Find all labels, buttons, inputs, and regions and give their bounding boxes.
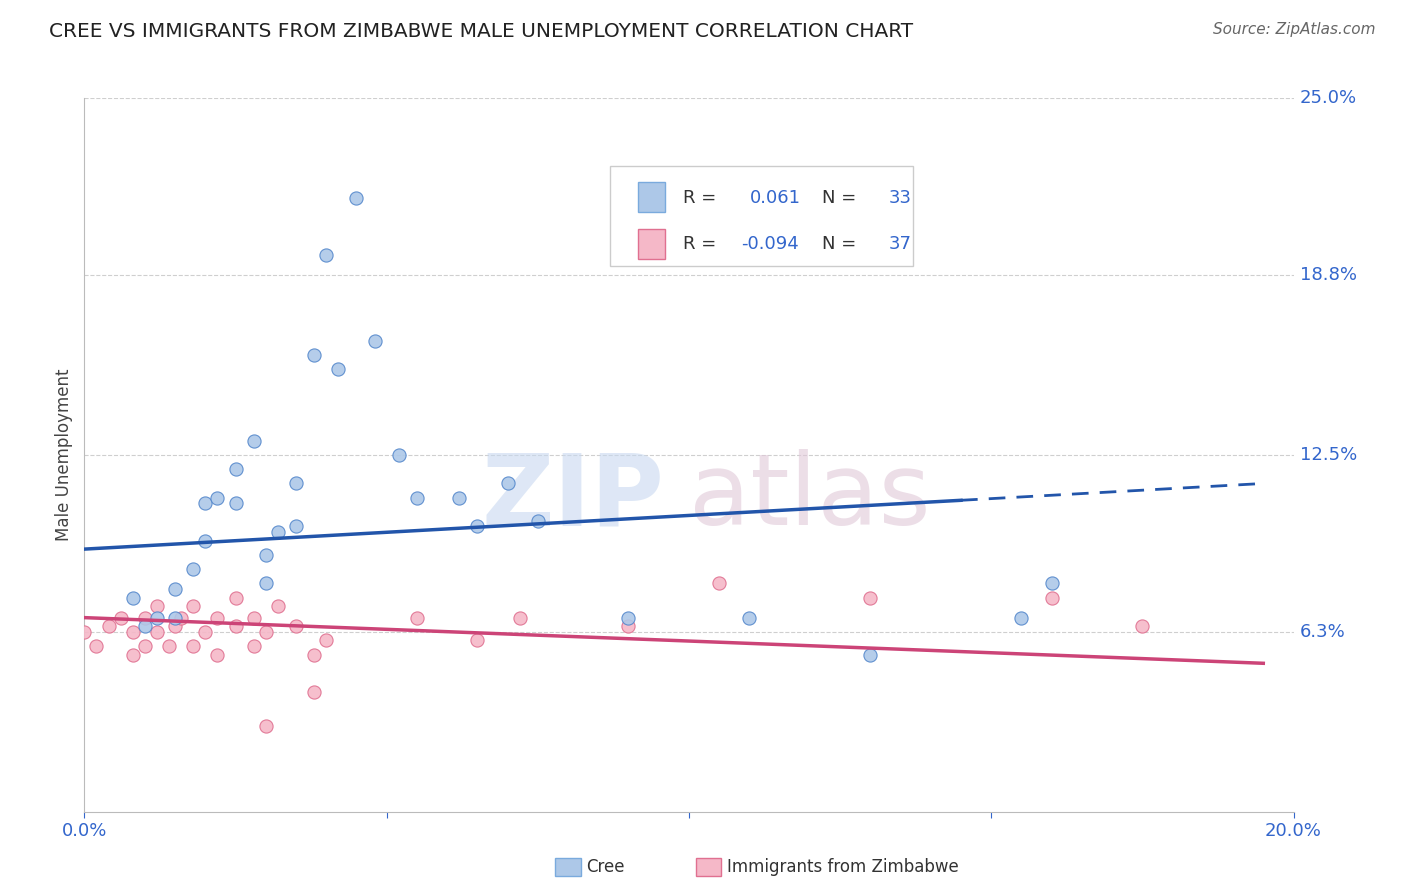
Text: 12.5%: 12.5%: [1299, 446, 1357, 464]
Point: [859, 648, 882, 662]
Point: [157, 639, 180, 653]
Point: [302, 648, 325, 662]
Point: [146, 610, 169, 624]
Point: [496, 476, 519, 491]
Point: [315, 633, 337, 648]
Text: Immigrants from Zimbabwe: Immigrants from Zimbabwe: [727, 858, 959, 876]
Point: [1011, 610, 1033, 624]
Point: [207, 491, 229, 505]
Point: [181, 562, 204, 576]
Text: 33: 33: [889, 189, 911, 207]
Point: [225, 462, 247, 476]
Point: [285, 519, 308, 533]
Point: [315, 248, 337, 262]
Point: [346, 191, 368, 205]
Text: N =: N =: [823, 235, 862, 253]
Point: [121, 648, 143, 662]
Point: [254, 624, 277, 639]
Point: [527, 514, 550, 528]
Point: [302, 348, 325, 362]
Text: R =: R =: [683, 189, 721, 207]
Point: [225, 591, 247, 605]
Text: N =: N =: [823, 189, 862, 207]
Text: 6.3%: 6.3%: [1299, 623, 1346, 640]
Point: [165, 619, 187, 633]
Point: [859, 591, 882, 605]
Point: [165, 582, 187, 596]
Point: [254, 576, 277, 591]
Point: [617, 610, 640, 624]
Point: [267, 524, 290, 539]
Text: 25.0%: 25.0%: [1299, 89, 1357, 107]
Point: [738, 610, 761, 624]
Point: [73, 624, 96, 639]
Text: R =: R =: [683, 235, 721, 253]
Point: [225, 496, 247, 510]
Point: [267, 599, 290, 614]
Point: [406, 610, 429, 624]
Text: CREE VS IMMIGRANTS FROM ZIMBABWE MALE UNEMPLOYMENT CORRELATION CHART: CREE VS IMMIGRANTS FROM ZIMBABWE MALE UN…: [49, 22, 914, 41]
Point: [1040, 576, 1063, 591]
Point: [449, 491, 471, 505]
Point: [146, 624, 169, 639]
Point: [86, 639, 108, 653]
Text: atlas: atlas: [689, 450, 931, 546]
FancyBboxPatch shape: [610, 166, 912, 266]
Point: [617, 619, 640, 633]
Point: [165, 610, 187, 624]
Point: [363, 334, 385, 348]
Text: ZIP: ZIP: [482, 450, 665, 546]
Point: [254, 719, 277, 733]
Text: Source: ZipAtlas.com: Source: ZipAtlas.com: [1212, 22, 1375, 37]
Point: [285, 619, 308, 633]
Point: [1130, 619, 1153, 633]
Point: [254, 548, 277, 562]
Text: 0.061: 0.061: [749, 189, 800, 207]
Point: [170, 610, 193, 624]
Text: 18.8%: 18.8%: [1299, 266, 1357, 284]
Y-axis label: Male Unemployment: Male Unemployment: [55, 368, 73, 541]
Point: [285, 476, 308, 491]
Point: [181, 599, 204, 614]
Text: -0.094: -0.094: [741, 235, 799, 253]
Point: [1040, 591, 1063, 605]
Point: [134, 619, 156, 633]
Point: [134, 639, 156, 653]
Point: [242, 434, 264, 448]
Point: [97, 619, 120, 633]
Point: [146, 599, 169, 614]
Point: [181, 639, 204, 653]
Point: [194, 624, 217, 639]
Point: [467, 519, 489, 533]
FancyBboxPatch shape: [638, 228, 665, 259]
Point: [194, 496, 217, 510]
Point: [302, 685, 325, 699]
Text: 37: 37: [889, 235, 911, 253]
Point: [328, 362, 350, 376]
Point: [110, 610, 132, 624]
Point: [709, 576, 731, 591]
Point: [194, 533, 217, 548]
Point: [388, 448, 411, 462]
Point: [225, 619, 247, 633]
FancyBboxPatch shape: [638, 182, 665, 212]
Point: [242, 639, 264, 653]
Point: [406, 491, 429, 505]
Point: [242, 610, 264, 624]
Point: [207, 648, 229, 662]
Point: [467, 633, 489, 648]
Text: Cree: Cree: [586, 858, 624, 876]
Point: [134, 610, 156, 624]
Point: [121, 591, 143, 605]
Point: [207, 610, 229, 624]
Point: [509, 610, 531, 624]
Point: [121, 624, 143, 639]
